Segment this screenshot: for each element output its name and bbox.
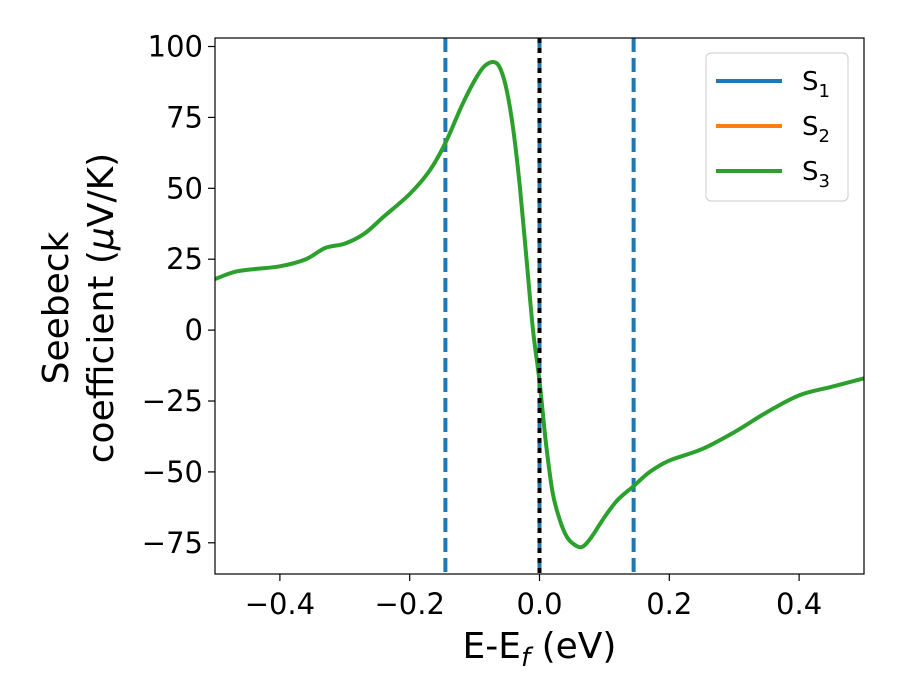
x-tick-label: 0.2 [646,587,692,621]
y-tick-label: 50 [166,171,203,205]
x-axis-label: E-Ef (eV) [463,626,617,673]
y-axis-label-line1: Seebeck [36,231,77,384]
y-tick-label: −25 [142,384,203,418]
y-tick-label: 25 [166,242,203,276]
legend: S1 S2 S3 [705,52,849,202]
series-lines [214,38,865,574]
x-tick-label: −0.2 [374,587,444,621]
legend-label-s1: S1 [802,67,830,102]
x-tick-label: −0.4 [245,587,315,621]
x-tick-label: 0.4 [776,587,822,621]
y-tick-label: 0 [185,313,203,347]
axis-ticks: −0.4 −0.2 0.0 0.2 0.4 100 75 50 25 0 −25 −50 −75 [142,30,822,621]
y-tick-label: −50 [142,455,203,489]
legend-label-s2: S2 [802,112,830,147]
y-tick-label: −75 [142,526,203,560]
y-tick-label: 75 [166,100,203,134]
x-tick-label: 0.0 [516,587,562,621]
y-axis-label-line2: coefficient (μV/K) [81,153,122,463]
legend-label-s3: S3 [802,157,830,192]
y-tick-label: 100 [148,30,203,64]
series-line-s3 [214,60,865,550]
